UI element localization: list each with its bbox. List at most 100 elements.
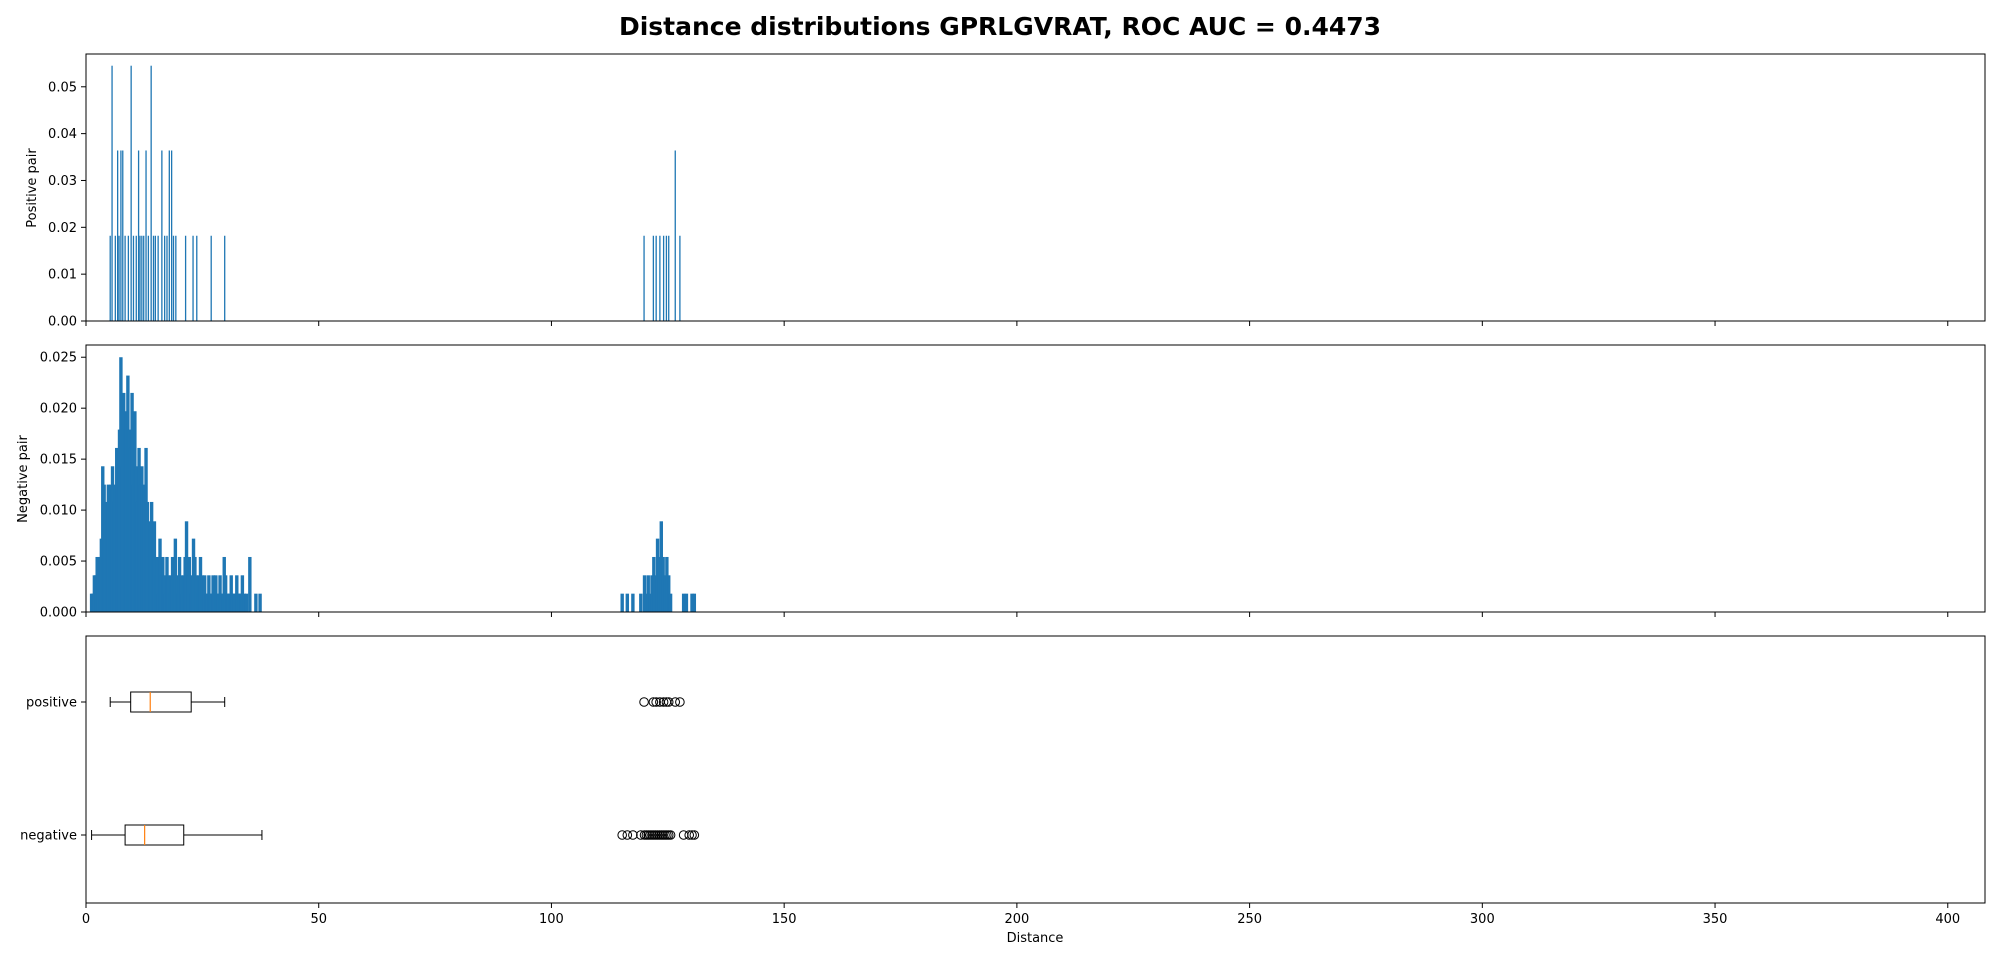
histogram-bar	[661, 556, 665, 612]
histogram-bar	[692, 593, 697, 612]
histogram-bar	[655, 538, 660, 612]
histogram-bar	[659, 235, 661, 321]
histogram-bar	[118, 235, 120, 321]
y-tick-label: 0.000	[40, 606, 77, 621]
histogram-bar	[122, 150, 124, 321]
histogram-bar	[200, 575, 204, 612]
histogram-bar	[111, 65, 113, 322]
y-tick-label: 0.020	[40, 402, 77, 417]
histogram-bar	[248, 556, 252, 612]
x-tick-label: 300	[1470, 912, 1495, 927]
x-tick-label: 0	[82, 912, 90, 927]
positive-pair-ylabel: Positive pair	[25, 148, 40, 228]
outlier-point	[639, 697, 649, 707]
histogram-bar	[161, 150, 163, 321]
outlier-point	[617, 830, 627, 840]
histogram-bar	[172, 235, 175, 321]
histogram-bar	[643, 235, 645, 321]
histogram-bar	[130, 65, 132, 322]
histogram-bar	[258, 593, 262, 612]
outlier-point	[687, 830, 697, 840]
y-tick-label: 0.01	[48, 268, 77, 283]
histogram-bar	[117, 150, 119, 321]
histogram-bar	[152, 235, 155, 321]
y-tick-label: 0.00	[48, 315, 77, 330]
histogram-bar	[175, 235, 177, 321]
axes-frame	[85, 344, 1986, 613]
axes-frame	[85, 635, 1986, 904]
histogram-bar	[244, 593, 249, 612]
histogram-bar	[187, 556, 192, 612]
histogram-bar	[620, 593, 624, 612]
histogram-bar	[690, 593, 694, 612]
histogram-bar	[218, 575, 222, 612]
histogram-bar	[652, 235, 655, 321]
histogram-bar	[224, 235, 226, 321]
outlier-point	[622, 830, 633, 840]
negative-pair-ylabel: Negative pair	[16, 435, 31, 523]
histogram-bar	[184, 521, 189, 612]
histogram-bar	[166, 235, 168, 321]
x-tick-label: 50	[310, 912, 327, 927]
histogram-bar	[184, 235, 187, 321]
histogram-bar	[170, 150, 173, 321]
histogram-bar	[175, 575, 179, 612]
y-tick-label: 0.005	[40, 555, 77, 570]
outlier-point	[689, 830, 700, 840]
histogram-bar	[145, 150, 147, 321]
histogram-bar	[674, 150, 676, 321]
histogram-bar	[214, 575, 218, 612]
histogram-bar	[157, 235, 159, 321]
y-tick-label: 0.04	[48, 127, 77, 142]
y-tick-label: negative	[20, 829, 77, 844]
histogram-bar	[668, 593, 673, 612]
boxplot-panel: positive negative 0 50 100 150 200 250 300 350 400	[20, 635, 1986, 927]
histogram-bar	[210, 235, 212, 321]
y-tick-label: 0.010	[40, 504, 77, 519]
outlier-point	[670, 697, 681, 707]
outlier-point	[665, 830, 676, 840]
distance-xlabel: Distance	[1007, 931, 1064, 946]
outlier-point	[628, 830, 638, 840]
histogram-bar	[147, 235, 150, 321]
histogram-bar	[242, 593, 246, 612]
histogram-bar	[137, 150, 140, 321]
negative-pair-panel: 0.000 0.005 0.010 0.015 0.020 0.025	[40, 344, 1986, 621]
histogram-bar	[648, 593, 652, 612]
histogram-bar	[194, 575, 199, 612]
histogram-bar	[132, 235, 135, 321]
y-tick-label: 0.015	[40, 453, 77, 468]
histogram-bar	[109, 235, 111, 321]
histogram-bar	[679, 235, 681, 321]
histogram-bar	[229, 575, 233, 612]
histogram-bar	[642, 575, 647, 612]
histogram-bar	[667, 575, 671, 612]
histogram-bar	[223, 575, 228, 612]
histogram-bar	[211, 575, 215, 612]
histogram-bar	[179, 575, 183, 612]
histogram-bar	[668, 235, 670, 321]
histogram-bar	[124, 235, 126, 321]
outlier-point	[636, 830, 646, 840]
histogram-bar	[164, 235, 166, 321]
histogram-bar	[155, 556, 159, 612]
histogram-bar	[639, 593, 643, 612]
histogram-bar	[625, 593, 630, 612]
histogram-bar	[684, 593, 689, 612]
axes-frame	[85, 53, 1986, 322]
histogram-bar	[662, 235, 665, 321]
histogram-bar	[652, 556, 656, 612]
y-tick-label: 0.05	[48, 80, 77, 95]
histogram-bar	[166, 575, 171, 612]
x-tick-label: 200	[1004, 912, 1029, 927]
y-tick-label: positive	[26, 696, 77, 711]
histogram-bar	[659, 521, 663, 612]
histogram-bar	[196, 235, 198, 321]
histogram-bar	[240, 575, 245, 612]
histogram-bar	[168, 150, 170, 321]
histogram-bar	[650, 575, 654, 612]
y-tick-label: 0.03	[48, 174, 77, 189]
outlier-point	[684, 830, 695, 840]
histogram-bar	[654, 575, 658, 612]
